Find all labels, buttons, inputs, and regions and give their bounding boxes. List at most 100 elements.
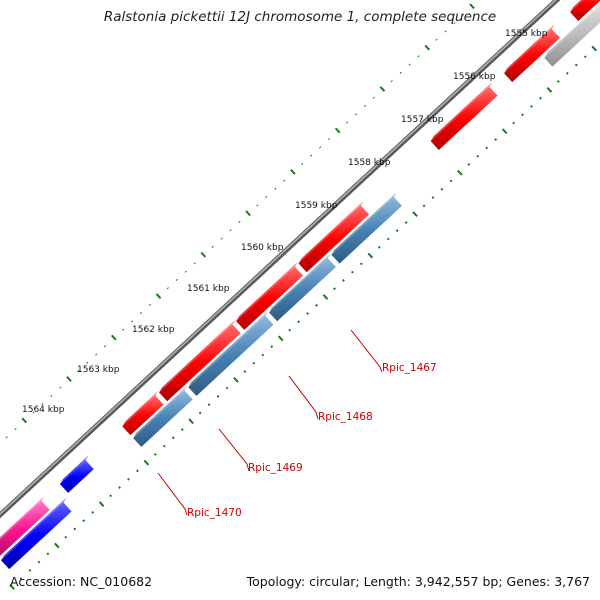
inner-tick <box>64 535 68 539</box>
inner-tick <box>377 245 381 249</box>
inner-tick <box>386 237 390 241</box>
inner-tick <box>207 403 211 407</box>
inner-tick <box>422 204 426 208</box>
inner-tick <box>188 418 194 425</box>
scale-label: 1557 kbp <box>401 115 444 125</box>
outer-tick <box>155 293 162 300</box>
gene-forward <box>122 395 164 436</box>
outer-tick <box>220 237 223 240</box>
outer-tick <box>175 278 178 281</box>
inner-tick <box>359 262 363 266</box>
outer-tick <box>354 113 357 116</box>
gene-reverse <box>331 197 402 264</box>
gene-forward <box>236 266 303 330</box>
outer-tick <box>139 312 143 315</box>
scale-label: 1559 kbp <box>295 201 338 211</box>
gene-forward-top <box>430 81 493 142</box>
inner-tick <box>449 179 453 183</box>
gene-pseudo <box>544 6 600 67</box>
inner-tick <box>171 436 175 440</box>
inner-tick <box>216 394 220 398</box>
gene-other-pink <box>0 501 50 556</box>
inner-tick <box>37 560 41 564</box>
inner-tick <box>153 452 157 456</box>
gene-label: Rpic_1469 <box>248 462 303 474</box>
outer-tick <box>238 220 241 224</box>
inner-tick <box>297 320 301 324</box>
outer-tick <box>372 96 375 99</box>
inner-tick <box>19 577 23 581</box>
outer-tick <box>166 287 169 290</box>
gene-labels: Rpic_1467 Rpic_1468 Rpic_1469 Rpic_1470 <box>187 362 437 519</box>
inner-tick <box>440 187 444 191</box>
inner-tick <box>277 335 284 342</box>
gene-forward <box>504 29 560 83</box>
gene-reverse <box>188 315 274 396</box>
outer-tick <box>66 376 72 382</box>
gene-forward <box>159 324 241 402</box>
gene-label: Rpic_1467 <box>382 362 437 374</box>
inner-tick <box>342 279 345 282</box>
inner-tick <box>539 96 542 100</box>
inner-tick <box>350 270 354 274</box>
scale-label: 1562 kbp <box>132 325 175 335</box>
outer-tick <box>41 403 44 406</box>
gene-forward-top <box>159 319 236 393</box>
scale-label: 1561 kbp <box>187 284 230 294</box>
outer-tick <box>32 411 35 414</box>
outer-tick <box>363 104 366 108</box>
outer-tick <box>408 63 411 66</box>
inner-tick <box>556 80 560 84</box>
genome-summary-text: Topology: circular; Length: 3,942,557 bp… <box>246 574 590 589</box>
outer-tick <box>184 270 187 273</box>
inner-tick <box>136 469 139 473</box>
outer-tick <box>379 86 386 92</box>
gene-forward-top <box>570 0 584 13</box>
outer-tick <box>121 328 125 331</box>
gene-other-forward-top <box>59 455 89 485</box>
inner-tick <box>118 486 121 489</box>
inner-tick <box>583 55 587 59</box>
outer-tick <box>444 30 447 33</box>
inner-tick <box>395 229 399 233</box>
outer-tick <box>256 204 259 207</box>
leader-line <box>350 329 383 373</box>
outer-tick <box>50 394 53 397</box>
outer-tick <box>14 428 17 431</box>
gene-forward <box>570 0 600 21</box>
gene-reverse-top <box>133 385 188 439</box>
outer-tick <box>148 303 152 306</box>
inner-tick <box>127 477 130 481</box>
inner-tick <box>512 121 516 125</box>
inner-tick <box>225 386 229 390</box>
gene-forward-top <box>298 200 364 264</box>
outer-tick <box>283 179 286 182</box>
inner-tick <box>306 312 310 315</box>
inner-tick <box>322 294 329 300</box>
inner-tick <box>530 105 533 108</box>
outer-tick <box>86 361 89 364</box>
inner-tick <box>243 370 247 373</box>
outer-tick <box>301 162 304 166</box>
gene-forward <box>430 86 498 150</box>
map-title: Ralstonia pickettii 12J chromosome 1, co… <box>103 9 497 25</box>
inner-tick <box>162 444 166 448</box>
outer-tick <box>417 55 420 58</box>
inner-tick <box>476 154 480 158</box>
gene-other-pink-top <box>0 496 45 540</box>
inner-tick <box>494 138 498 142</box>
inner-tick <box>180 428 184 431</box>
outer-tick <box>390 80 393 83</box>
scale-label: 1560 kbp <box>241 243 284 253</box>
inner-tick <box>233 376 239 383</box>
outer-tick <box>59 386 62 389</box>
inner-tick <box>28 568 32 572</box>
inner-tick <box>315 303 318 307</box>
inner-tick <box>109 494 112 498</box>
gene-forward <box>298 205 370 273</box>
inner-tick <box>91 510 95 514</box>
inner-tick <box>143 459 150 466</box>
gene-label: Rpic_1470 <box>187 507 242 519</box>
inner-tick <box>565 71 569 75</box>
